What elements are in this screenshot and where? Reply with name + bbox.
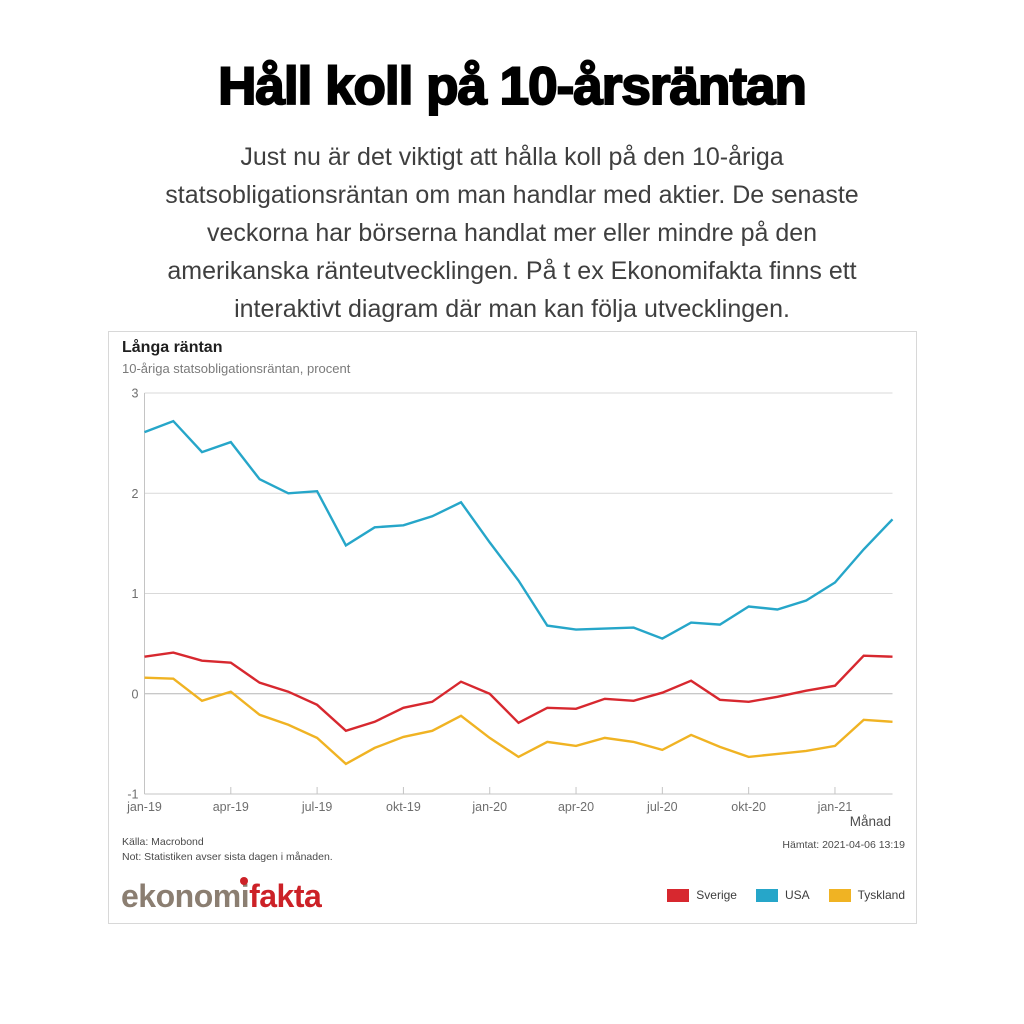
- fetched-timestamp: Hämtat: 2021-04-06 13:19: [782, 839, 905, 851]
- page-title: Håll koll på 10-årsräntan: [217, 56, 808, 117]
- legend-swatch-sverige: [667, 888, 690, 902]
- legend-label-sverige: Sverige: [696, 888, 737, 902]
- x-tick-label: apr-20: [558, 800, 594, 814]
- x-tick-label: jan-19: [126, 800, 162, 814]
- series-line-sverige: [144, 651, 893, 733]
- legend-item-sverige: Sverige: [667, 888, 737, 902]
- y-tick-label: -1: [127, 788, 138, 802]
- chart-subtitle: 10-åriga statsobligationsräntan, procent: [122, 361, 351, 376]
- legend-label-usa: USA: [784, 888, 810, 902]
- x-axis-title: Månad: [849, 814, 891, 829]
- x-tick-label: jul-19: [301, 800, 333, 814]
- legend-item-usa: USA: [755, 888, 810, 902]
- legend-item-tyskland: Tyskland: [828, 888, 905, 902]
- series-line-tyskland: [144, 676, 893, 766]
- x-tick-label: jul-20: [646, 800, 678, 814]
- logo-text-fakta: fakta: [249, 878, 322, 914]
- y-tick-label: 1: [132, 587, 139, 601]
- intro-paragraph: Just nu är det viktigt att hålla koll på…: [165, 143, 859, 323]
- logo-letter-i: i: [240, 878, 250, 914]
- logo-text-ekonomi: ekonom: [121, 878, 241, 914]
- note-label: Not: Statistiken avser sista dagen i mån…: [122, 851, 333, 863]
- x-tick-label: jan-20: [471, 800, 507, 814]
- y-tick-label: 0: [132, 687, 139, 701]
- legend-swatch-usa: [755, 888, 778, 902]
- ekonomifakta-logo: ekonomifakta: [121, 878, 322, 915]
- x-tick-label: okt-20: [731, 800, 766, 814]
- legend-swatch-tyskland: [828, 888, 851, 902]
- series-line-usa: [144, 419, 894, 640]
- source-label: Källa: Macrobond: [122, 836, 204, 848]
- chart-legend: Sverige USA Tyskland: [667, 888, 905, 902]
- chart-card: Långa räntan 10-åriga statsobligationsrä…: [108, 331, 917, 924]
- legend-label-tyskland: Tyskland: [857, 888, 905, 902]
- x-tick-label: jan-21: [817, 800, 853, 814]
- x-tick-label: okt-19: [386, 800, 421, 814]
- x-tick-label: apr-19: [213, 800, 249, 814]
- y-tick-label: 3: [132, 387, 139, 401]
- y-tick-label: 2: [132, 487, 139, 501]
- chart-title: Långa räntan: [122, 339, 223, 356]
